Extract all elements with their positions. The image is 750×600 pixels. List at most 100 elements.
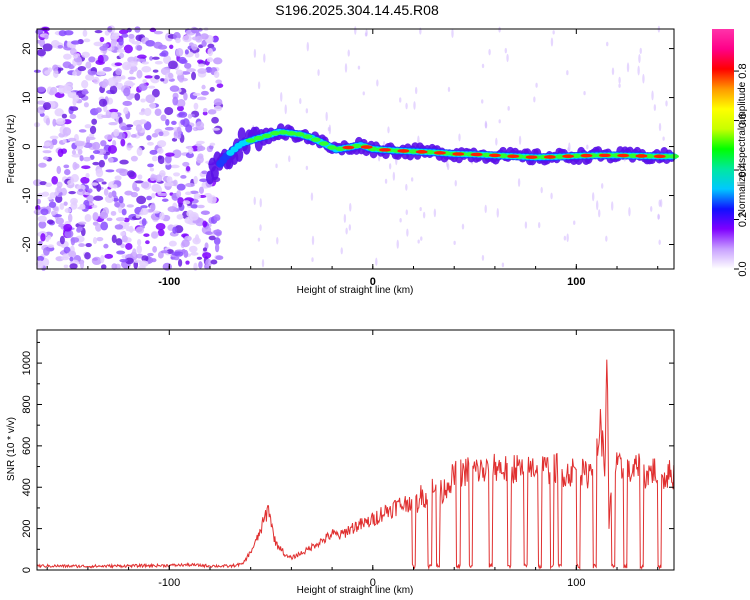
spectrogram-noise-cell — [130, 191, 138, 198]
spectrogram-noise-cell — [92, 161, 100, 166]
snr-x-axis-label: Height of straight line (km) — [297, 585, 414, 596]
spectrogram-noise-cell — [44, 70, 51, 75]
spectrogram-noise-cell — [209, 87, 215, 92]
spectrogram-noise-cell — [121, 33, 129, 38]
spectrogram-noise-cell — [87, 188, 93, 194]
snr-x-tick-label: 100 — [567, 577, 585, 589]
spectrogram-noise-cell — [137, 174, 143, 180]
spectrogram-track-cell — [498, 153, 509, 158]
spectrogram-track-cell — [628, 153, 639, 158]
spectrogram-noise-cell — [61, 113, 68, 119]
spectrogram-noise-cell — [97, 54, 104, 64]
spectrogram-noise-cell — [104, 253, 114, 259]
spectrogram-noise-cell — [327, 127, 331, 132]
spectrogram-noise-cell — [145, 40, 156, 47]
spectrogram-noise-cell — [126, 145, 134, 149]
spectrogram-noise-cell — [392, 171, 396, 181]
spectrogram-noise-cell — [216, 83, 224, 88]
spectrogram-noise-cell — [606, 41, 609, 47]
spectrogram-noise-cell — [596, 200, 599, 211]
spectrogram-noise-cell — [550, 192, 553, 200]
spectrogram-noise-cell — [354, 26, 357, 35]
spectrogram-track-peak — [470, 152, 483, 157]
spectrogram-noise-cell — [189, 211, 199, 221]
spectrogram-noise-cell — [136, 69, 143, 79]
spectrogram-noise-cell — [163, 55, 172, 65]
spectrogram-noise-cell — [42, 43, 53, 52]
spectrogram-noise-cell — [47, 244, 54, 248]
spectrogram-track-cell — [310, 137, 321, 142]
spectrogram-noise-cell — [154, 108, 162, 117]
spectrogram-noise-cell — [552, 30, 555, 35]
spectrogram-noise-cell — [123, 44, 133, 54]
spectrogram-noise-cell — [563, 235, 567, 241]
spectrogram-noise-cell — [194, 52, 200, 59]
spectrogram-noise-cell — [181, 239, 190, 248]
spectrogram-noise-cell — [69, 106, 79, 112]
spectrogram-noise-cell — [196, 140, 205, 145]
spectrogram-noise-cell — [163, 182, 174, 187]
spectrogram-noise-cell — [157, 229, 165, 237]
spectrogram-noise-cell — [178, 56, 187, 64]
spectrogram-noise-cell — [109, 108, 119, 113]
spectrogram-noise-cell — [52, 118, 57, 127]
spectrogram-noise-cell — [208, 235, 216, 241]
spectrogram-noise-cell — [96, 183, 102, 192]
spectrogram-noise-cell — [212, 127, 221, 131]
spectrogram-noise-cell — [183, 92, 188, 101]
spectrogram-noise-cell — [215, 79, 222, 84]
spectrogram-noise-cell — [288, 155, 291, 163]
spectrogram-noise-cell — [43, 247, 50, 256]
spectrogram-noise-cell — [196, 256, 203, 260]
spectrogram-noise-cell — [132, 259, 142, 263]
spectrogram-noise-cell — [154, 74, 160, 80]
spectrogram-noise-cell — [182, 200, 191, 205]
spectrogram-track-cell — [261, 133, 272, 138]
spectrogram-noise-cell — [306, 41, 309, 52]
spectrogram-noise-cell — [146, 135, 152, 141]
spectrogram-noise-cell — [83, 102, 89, 108]
spectrogram-noise-cell — [171, 120, 177, 125]
spectrogram-noise-cell — [568, 142, 571, 152]
spectrogram-noise-cell — [37, 215, 47, 223]
spectrogram-noise-cell — [665, 100, 668, 107]
spectrogram-noise-cell — [458, 133, 461, 142]
colorbar-tick-label: 0.2 — [737, 212, 749, 227]
spectrogram-noise-cell — [422, 211, 426, 219]
spectrogram-noise-cell — [164, 126, 175, 131]
spectrogram-noise-cell — [96, 237, 104, 242]
spectrogram-noise-cell — [611, 201, 614, 211]
spectrogram-y-tick-label: 20 — [21, 42, 33, 54]
spectrogram-noise-cell — [257, 237, 261, 242]
spectrogram-noise-cell — [107, 144, 118, 154]
spectrogram-track-cell — [571, 153, 582, 159]
spectrogram-noise-cell — [136, 238, 142, 246]
spectrogram-noise-cell — [166, 176, 173, 183]
spectrogram-noise-cell — [653, 104, 657, 111]
spectrogram-noise-cell — [37, 106, 45, 115]
spectrogram-noise-cell — [195, 121, 205, 130]
spectrogram-noise-cell — [108, 157, 114, 163]
spectrogram-noise-cell — [158, 131, 164, 137]
spectrogram-noise-cell — [138, 83, 148, 91]
spectrogram-noise-cell — [182, 161, 190, 167]
spectrogram-noise-cell — [152, 245, 158, 253]
spectrogram-noise-cell — [42, 150, 52, 154]
colorbar-ramp — [712, 29, 734, 269]
spectrogram-noise-cell — [125, 82, 136, 86]
spectrogram-noise-cell — [484, 204, 487, 214]
spectrogram-noise-cell — [209, 142, 216, 146]
spectrogram-y-tick-label: 10 — [21, 91, 33, 103]
spectrogram-noise-cell — [72, 98, 77, 107]
spectrogram-noise-cell — [49, 192, 57, 199]
spectrogram-noise-cell — [628, 206, 631, 217]
spectrogram-noise-cell — [67, 213, 73, 223]
spectrogram-noise-cell — [214, 105, 223, 112]
spectrogram-track-cell — [210, 166, 219, 181]
spectrogram-noise-cell — [95, 223, 102, 232]
spectrogram-noise-cell — [405, 183, 408, 191]
spectrogram-noise-cell — [113, 77, 122, 83]
spectrogram-noise-cell — [63, 246, 71, 254]
spectrogram-noise-cell — [78, 129, 87, 133]
spectrogram-noise-cell — [185, 191, 192, 196]
